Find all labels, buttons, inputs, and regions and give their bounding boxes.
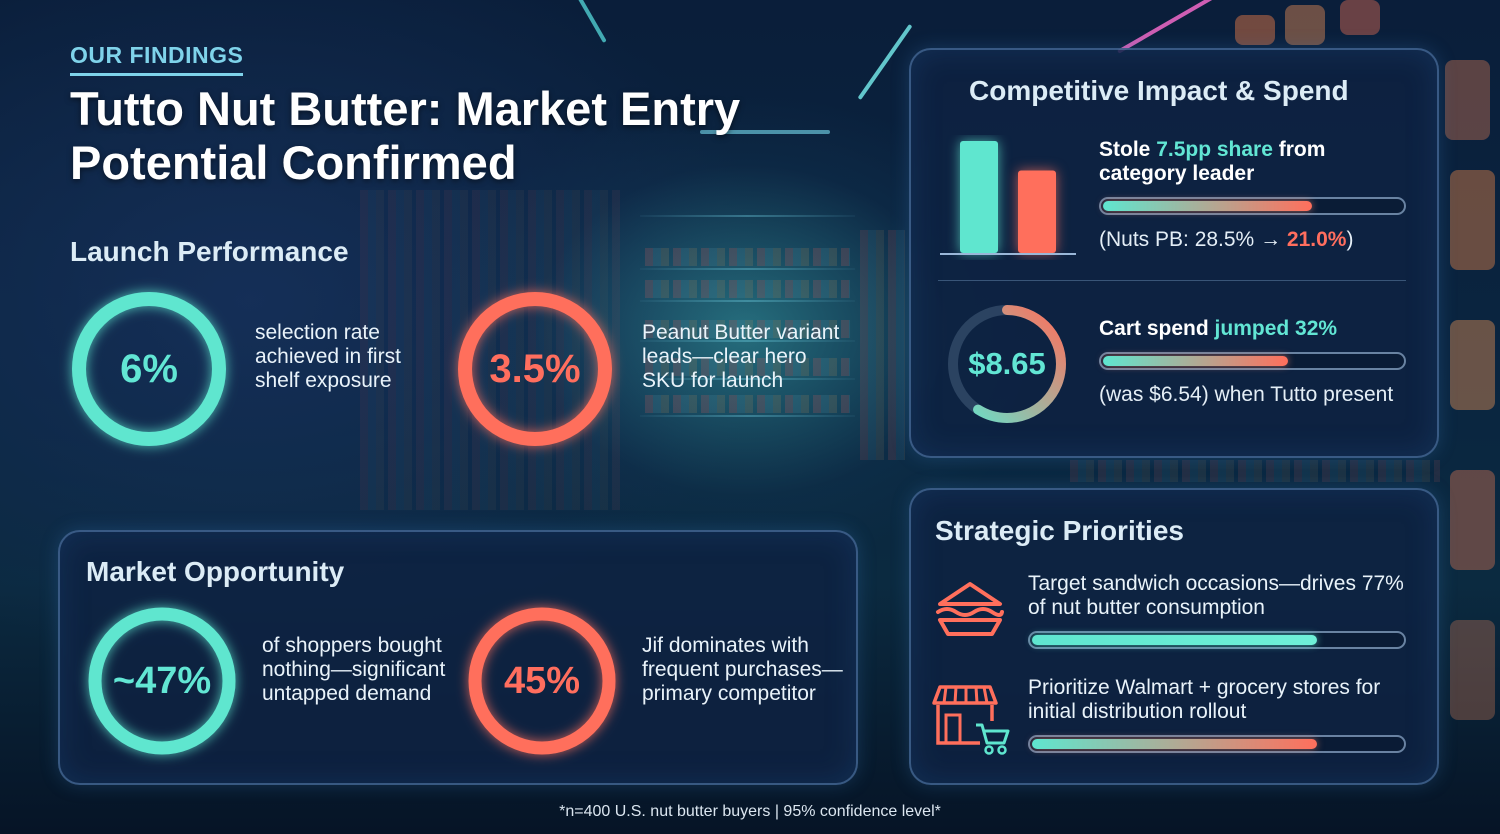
competitor-share-description: Jif dominates with frequent purchases—pr… [642, 634, 843, 705]
selection-rate-ring-graphic [72, 292, 226, 446]
storefront-cart-icon [932, 685, 1010, 755]
competitor-share-ring: 45% [466, 605, 618, 757]
market-opportunity-heading: Market Opportunity [86, 556, 345, 587]
cart-spend-headline: Cart spend jumped 32% [1099, 317, 1419, 341]
competitor-share-ring-graphic [468, 607, 616, 755]
priority-2-progress-bar [1028, 735, 1406, 753]
share-detail-highlight: 21.0% [1286, 228, 1347, 251]
priority-2-text: Prioritize Walmart + grocery stores for … [1028, 676, 1428, 724]
share-shift-bar-chart [940, 141, 1076, 255]
share-headline-suffix: from [1272, 138, 1326, 161]
sandwich-icon [936, 582, 1004, 636]
cart-spend-ring: $8.65 [946, 303, 1068, 425]
priority-2-progress-fill [1032, 739, 1317, 749]
share-before-bar [960, 141, 998, 253]
share-headline-highlight: 7.5pp share [1156, 138, 1273, 161]
page-title: Tutto Nut Butter: Market Entry Potential… [70, 82, 741, 189]
share-detail: (Nuts PB: 28.5% → 21.0%) [1099, 228, 1419, 252]
priority-1-line2: of nut butter consumption [1028, 596, 1265, 619]
cart-spend-highlight: jumped 32% [1214, 317, 1338, 340]
hero-sku-ring: 3.5% [456, 290, 614, 448]
untapped-demand-ring: ~47% [86, 605, 238, 757]
share-detail-prefix: (Nuts PB: 28.5% → [1099, 228, 1287, 251]
share-headline-prefix: Stole [1099, 138, 1157, 161]
share-after-bar [1018, 170, 1056, 253]
priority-2-line2: initial distribution rollout [1028, 700, 1247, 723]
priority-1-progress-fill [1032, 635, 1317, 645]
untapped-demand-description: of shoppers bought nothing—significant u… [262, 634, 446, 705]
cart-spend-detail: (was $6.54) when Tutto present [1099, 383, 1394, 406]
share-detail-suffix: ) [1346, 228, 1354, 251]
selection-rate-value: 6% [120, 346, 178, 391]
footnote: *n=400 U.S. nut butter buyers | 95% conf… [559, 803, 941, 820]
priority-2-line1: Prioritize Walmart + grocery stores for [1028, 676, 1381, 699]
share-headline-line2: category leader [1099, 162, 1255, 185]
cart-spend-value: $8.65 [968, 346, 1046, 381]
hero-sku-description: Peanut Butter variant leads—clear hero S… [642, 321, 840, 392]
priority-1-line1: Target sandwich occasions—drives 77% [1028, 572, 1404, 595]
cart-spend-progress-fill [1103, 356, 1289, 366]
cart-spend-ring-graphic [948, 305, 1066, 423]
untapped-demand-ring-graphic [88, 607, 236, 755]
hero-sku-value: 3.5% [489, 346, 581, 391]
launch-performance-heading: Launch Performance [70, 236, 349, 267]
share-progress-bar [1099, 197, 1406, 215]
competitor-share-value: 45% [503, 659, 581, 702]
strategic-priorities-heading: Strategic Priorities [935, 515, 1184, 546]
selection-rate-description: selection rate achieved in first shelf e… [255, 321, 401, 392]
cart-spend-prefix: Cart spend [1099, 317, 1215, 340]
share-stolen-headline: Stole 7.5pp share from category leader [1099, 138, 1419, 186]
share-progress-fill [1103, 201, 1313, 211]
untapped-demand-value: ~47% [112, 659, 212, 702]
priority-1-text: Target sandwich occasions—drives 77% of … [1028, 572, 1428, 620]
priority-1-progress-bar [1028, 631, 1406, 649]
selection-rate-ring: 6% [70, 290, 228, 448]
panel-divider [938, 280, 1406, 281]
cart-spend-progress-bar [1099, 352, 1406, 370]
eyebrow-label: OUR FINDINGS [70, 42, 244, 76]
hero-sku-ring-graphic [458, 292, 612, 446]
competitive-impact-heading: Competitive Impact & Spend [969, 75, 1349, 106]
